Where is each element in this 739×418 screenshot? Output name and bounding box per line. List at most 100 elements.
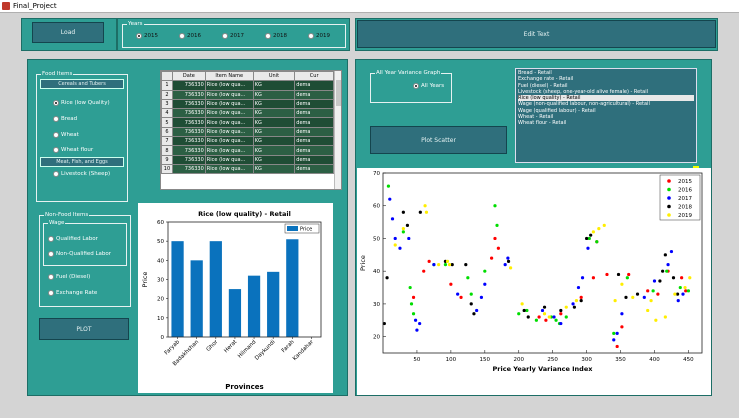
y-tick-label: 0 <box>161 335 165 341</box>
radio-dot <box>53 100 59 106</box>
food-radio-wheat-flour[interactable]: Wheat flour <box>53 147 93 153</box>
table-row[interactable]: 10 736330 Rice (low qua... KG dema <box>161 163 334 175</box>
listbox-item[interactable]: Exchange rate - Retail <box>518 76 574 83</box>
food-option-label: Bread <box>61 116 78 122</box>
data-point-2019 <box>646 308 650 313</box>
table-row[interactable]: 4 736330 Rice (low qua... KG dema <box>161 108 334 119</box>
load-button[interactable]: Load <box>32 22 104 43</box>
listbox-item[interactable]: Livestock (sheep, one-year-old alive fem… <box>518 88 649 95</box>
x-tick-label: 50 <box>413 357 420 363</box>
table-row[interactable]: 2 736330 Rice (low qua... KG dema <box>161 89 334 100</box>
cereals-tubers-button[interactable]: Cereals and Tubers <box>40 79 124 89</box>
data-point-2019 <box>654 318 658 322</box>
x-tick-label: 100 <box>446 357 457 363</box>
data-point-2017 <box>475 308 479 313</box>
edit-text-panel: Edit Text <box>355 18 718 51</box>
data-point-2016 <box>409 302 414 306</box>
year-radio-2016[interactable]: 2016 <box>179 33 201 39</box>
table-cell: KG <box>252 80 296 91</box>
food-items-group: Food Items Cereals and Tubers Rice (low … <box>36 71 128 202</box>
food-radio-wheat[interactable]: Wheat <box>53 132 79 138</box>
fuel-diesel-radio[interactable]: Fuel (Diesel) <box>48 274 90 280</box>
data-point-2018 <box>589 233 593 237</box>
qualified-labor-radio[interactable]: Qualified Labor <box>48 236 98 242</box>
livestock-radio[interactable]: Livestock (Sheep) <box>53 171 110 177</box>
data-point-2016 <box>612 331 616 335</box>
column-header[interactable]: Cur <box>294 71 334 82</box>
data-point-2018 <box>469 302 473 306</box>
plot-frame <box>382 172 703 354</box>
exchange-rate-label: Exchange Rate <box>56 290 98 296</box>
data-point-2019 <box>649 299 653 303</box>
food-option-label: Rice (low Quality) <box>61 100 110 106</box>
food-radio-bread[interactable]: Bread <box>53 116 77 122</box>
listbox-item[interactable]: Wage (non-qualified labour, non-agricult… <box>518 101 650 108</box>
table-row[interactable]: 3 736330 Rice (low qua... KG dema <box>161 98 334 110</box>
window-title: Final_Project <box>13 2 57 10</box>
table-row[interactable]: 5 736330 Rice (low qua... KG dema <box>161 117 334 128</box>
y-tick-label: 70 <box>373 171 380 177</box>
all-years-radio[interactable]: All Years <box>413 83 444 89</box>
column-header[interactable]: Date <box>171 71 206 82</box>
table-cell: dema <box>294 136 334 147</box>
data-point-2016 <box>483 269 487 273</box>
data-point-2016 <box>443 263 448 267</box>
exchange-rate-radio[interactable]: Exchange Rate <box>48 290 97 296</box>
listbox-item[interactable]: Bread - Retail <box>518 70 552 76</box>
y-tick-label: 50 <box>373 236 380 242</box>
data-point-2018 <box>418 210 422 214</box>
data-point-2017 <box>390 217 395 221</box>
table-row[interactable]: 8 736330 Rice (low qua... KG dema <box>161 145 334 156</box>
bar <box>209 241 222 337</box>
year-radio-2017[interactable]: 2017 <box>222 33 244 39</box>
data-point-2017 <box>669 249 674 254</box>
year-radio-2018[interactable]: 2018 <box>265 33 287 39</box>
legend-label: 2017 <box>678 196 692 202</box>
year-radio-2019[interactable]: 2019 <box>308 33 330 39</box>
year-radio-2015[interactable]: 2015 <box>136 33 158 39</box>
column-header[interactable]: Item Name <box>204 71 254 82</box>
meat-fish-eggs-button[interactable]: Meat, Fish, and Eggs <box>40 157 124 167</box>
data-point-2019 <box>401 227 405 231</box>
years-group-label: Years <box>127 21 144 28</box>
y-axis-label: Price <box>141 272 149 288</box>
plot-frame <box>167 221 322 338</box>
table-scrollbar[interactable] <box>334 71 341 189</box>
data-point-2017 <box>415 328 419 332</box>
column-header[interactable]: Unit <box>252 71 296 82</box>
data-point-2016 <box>469 292 473 296</box>
data-point-2015 <box>449 282 453 286</box>
x-tick-label: 250 <box>547 357 558 363</box>
data-point-2019 <box>424 210 429 214</box>
table-cell: Rice (low qua... <box>204 108 254 119</box>
table-row[interactable]: 6 736330 Rice (low qua... KG dema <box>161 126 334 138</box>
table-row[interactable]: 7 736330 Rice (low qua... KG dema <box>161 136 334 147</box>
food-radio-rice-low-quality-[interactable]: Rice (low Quality) <box>53 100 110 106</box>
legend-box <box>659 174 701 221</box>
edit-text-field[interactable]: Edit Text <box>357 20 716 48</box>
row-number: 8 <box>161 145 173 156</box>
listbox-item[interactable]: Wage (qualified labour) - Retail <box>518 107 596 114</box>
table-row[interactable]: 1 736330 Rice (low qua... KG dema <box>161 80 334 91</box>
table-cell: dema <box>294 108 334 119</box>
data-point-2016 <box>564 315 568 319</box>
data-point-2015 <box>411 295 416 299</box>
listbox-item[interactable]: Rice (low quality) - Retail <box>518 95 694 102</box>
x-tick-label: 400 <box>649 357 660 363</box>
listbox-item[interactable]: Fuel (diesel) - Retail <box>518 82 568 89</box>
non-qualified-labor-radio[interactable]: Non-Qualified Labor <box>48 251 111 257</box>
table-row[interactable]: 9 736330 Rice (low qua... KG dema <box>161 154 334 165</box>
table-cell: KG <box>252 108 296 119</box>
table-cell: Rice (low qua... <box>204 117 254 128</box>
listbox-item[interactable]: Wheat flour - Retail <box>518 120 567 127</box>
data-point-2015 <box>684 289 688 293</box>
plot-button[interactable]: PLOT <box>39 318 129 340</box>
item-listbox[interactable]: Bread - Retail Exchange rate - Retail Fuel… <box>515 68 697 163</box>
data-point-2018 <box>542 305 547 309</box>
scrollbar-thumb[interactable] <box>336 80 341 106</box>
data-point-2016 <box>651 289 655 293</box>
plot-scatter-button[interactable]: Plot Scatter <box>370 126 507 154</box>
listbox-item[interactable]: Wheat - Retail <box>518 114 554 121</box>
data-point-2016 <box>466 276 470 280</box>
data-point-2016 <box>408 285 412 290</box>
